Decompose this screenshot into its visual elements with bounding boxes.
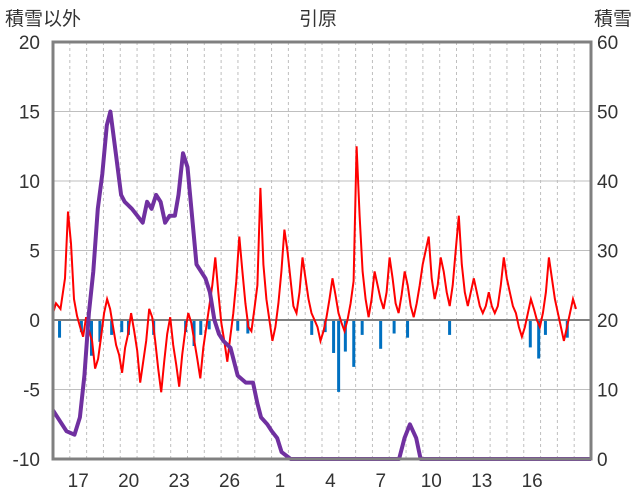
precip-bar	[120, 321, 124, 333]
precip-bar	[392, 321, 396, 334]
x-tick-label: 23	[169, 471, 190, 492]
precip-bar	[79, 321, 83, 333]
left-axis-title: 積雪以外	[5, 8, 81, 30]
left-tick-label: -5	[23, 381, 40, 402]
chart-title: 引原	[299, 8, 337, 30]
plot-frame	[51, 40, 593, 461]
precip-bar	[543, 321, 547, 335]
precip-bar	[199, 321, 203, 335]
precip-bar	[360, 321, 364, 335]
left-tick-label: 5	[29, 242, 40, 263]
precip-bar	[207, 321, 211, 330]
precip-bar	[406, 321, 410, 338]
left-tick-label: 15	[19, 103, 40, 124]
x-tick-label: 20	[118, 471, 139, 492]
temperature-series	[52, 146, 577, 393]
x-tick-label: 1	[275, 471, 286, 492]
precip-bar	[537, 321, 541, 359]
left-tick-label: 0	[29, 311, 40, 332]
left-tick-label: 20	[19, 33, 40, 54]
plot-border	[51, 40, 593, 461]
precip-bar	[236, 321, 240, 331]
temperature-line	[52, 146, 577, 393]
right-tick-label: 20	[597, 311, 618, 332]
precip-bar	[343, 321, 347, 352]
precip-bar	[528, 321, 532, 348]
right-tick-label: 10	[597, 381, 618, 402]
precip-bar	[332, 321, 336, 353]
grid-lines	[53, 42, 591, 459]
right-tick-label: 60	[597, 33, 618, 54]
left-tick-label: 10	[19, 172, 40, 193]
precip-bar	[98, 321, 102, 342]
right-tick-label: 50	[597, 103, 618, 124]
precip-bar	[448, 321, 452, 335]
x-tick-label: 17	[68, 471, 89, 492]
precip-bar	[110, 321, 114, 335]
precip-bar	[58, 321, 62, 338]
precip-bar	[352, 321, 356, 367]
x-tick-label: 13	[471, 471, 492, 492]
left-tick-label: -10	[13, 450, 40, 471]
right-tick-label: 40	[597, 172, 618, 193]
x-tick-label: 7	[376, 471, 387, 492]
precip-bar	[310, 321, 314, 335]
x-tick-label: 4	[325, 471, 336, 492]
precip-bar	[379, 321, 383, 349]
right-axis-title: 積雪	[594, 8, 632, 30]
x-tick-label: 16	[522, 471, 543, 492]
x-tick-label: 10	[421, 471, 442, 492]
precip-bar	[337, 321, 341, 392]
x-tick-label: 26	[219, 471, 240, 492]
axis-labels: -10 -5 0 5 10 15 20 0 10 20 30 40 50 60 17 20 23 26 1 4 7 10 1…	[5, 8, 632, 492]
right-tick-label: 30	[597, 242, 618, 263]
right-tick-label: 0	[597, 450, 608, 471]
